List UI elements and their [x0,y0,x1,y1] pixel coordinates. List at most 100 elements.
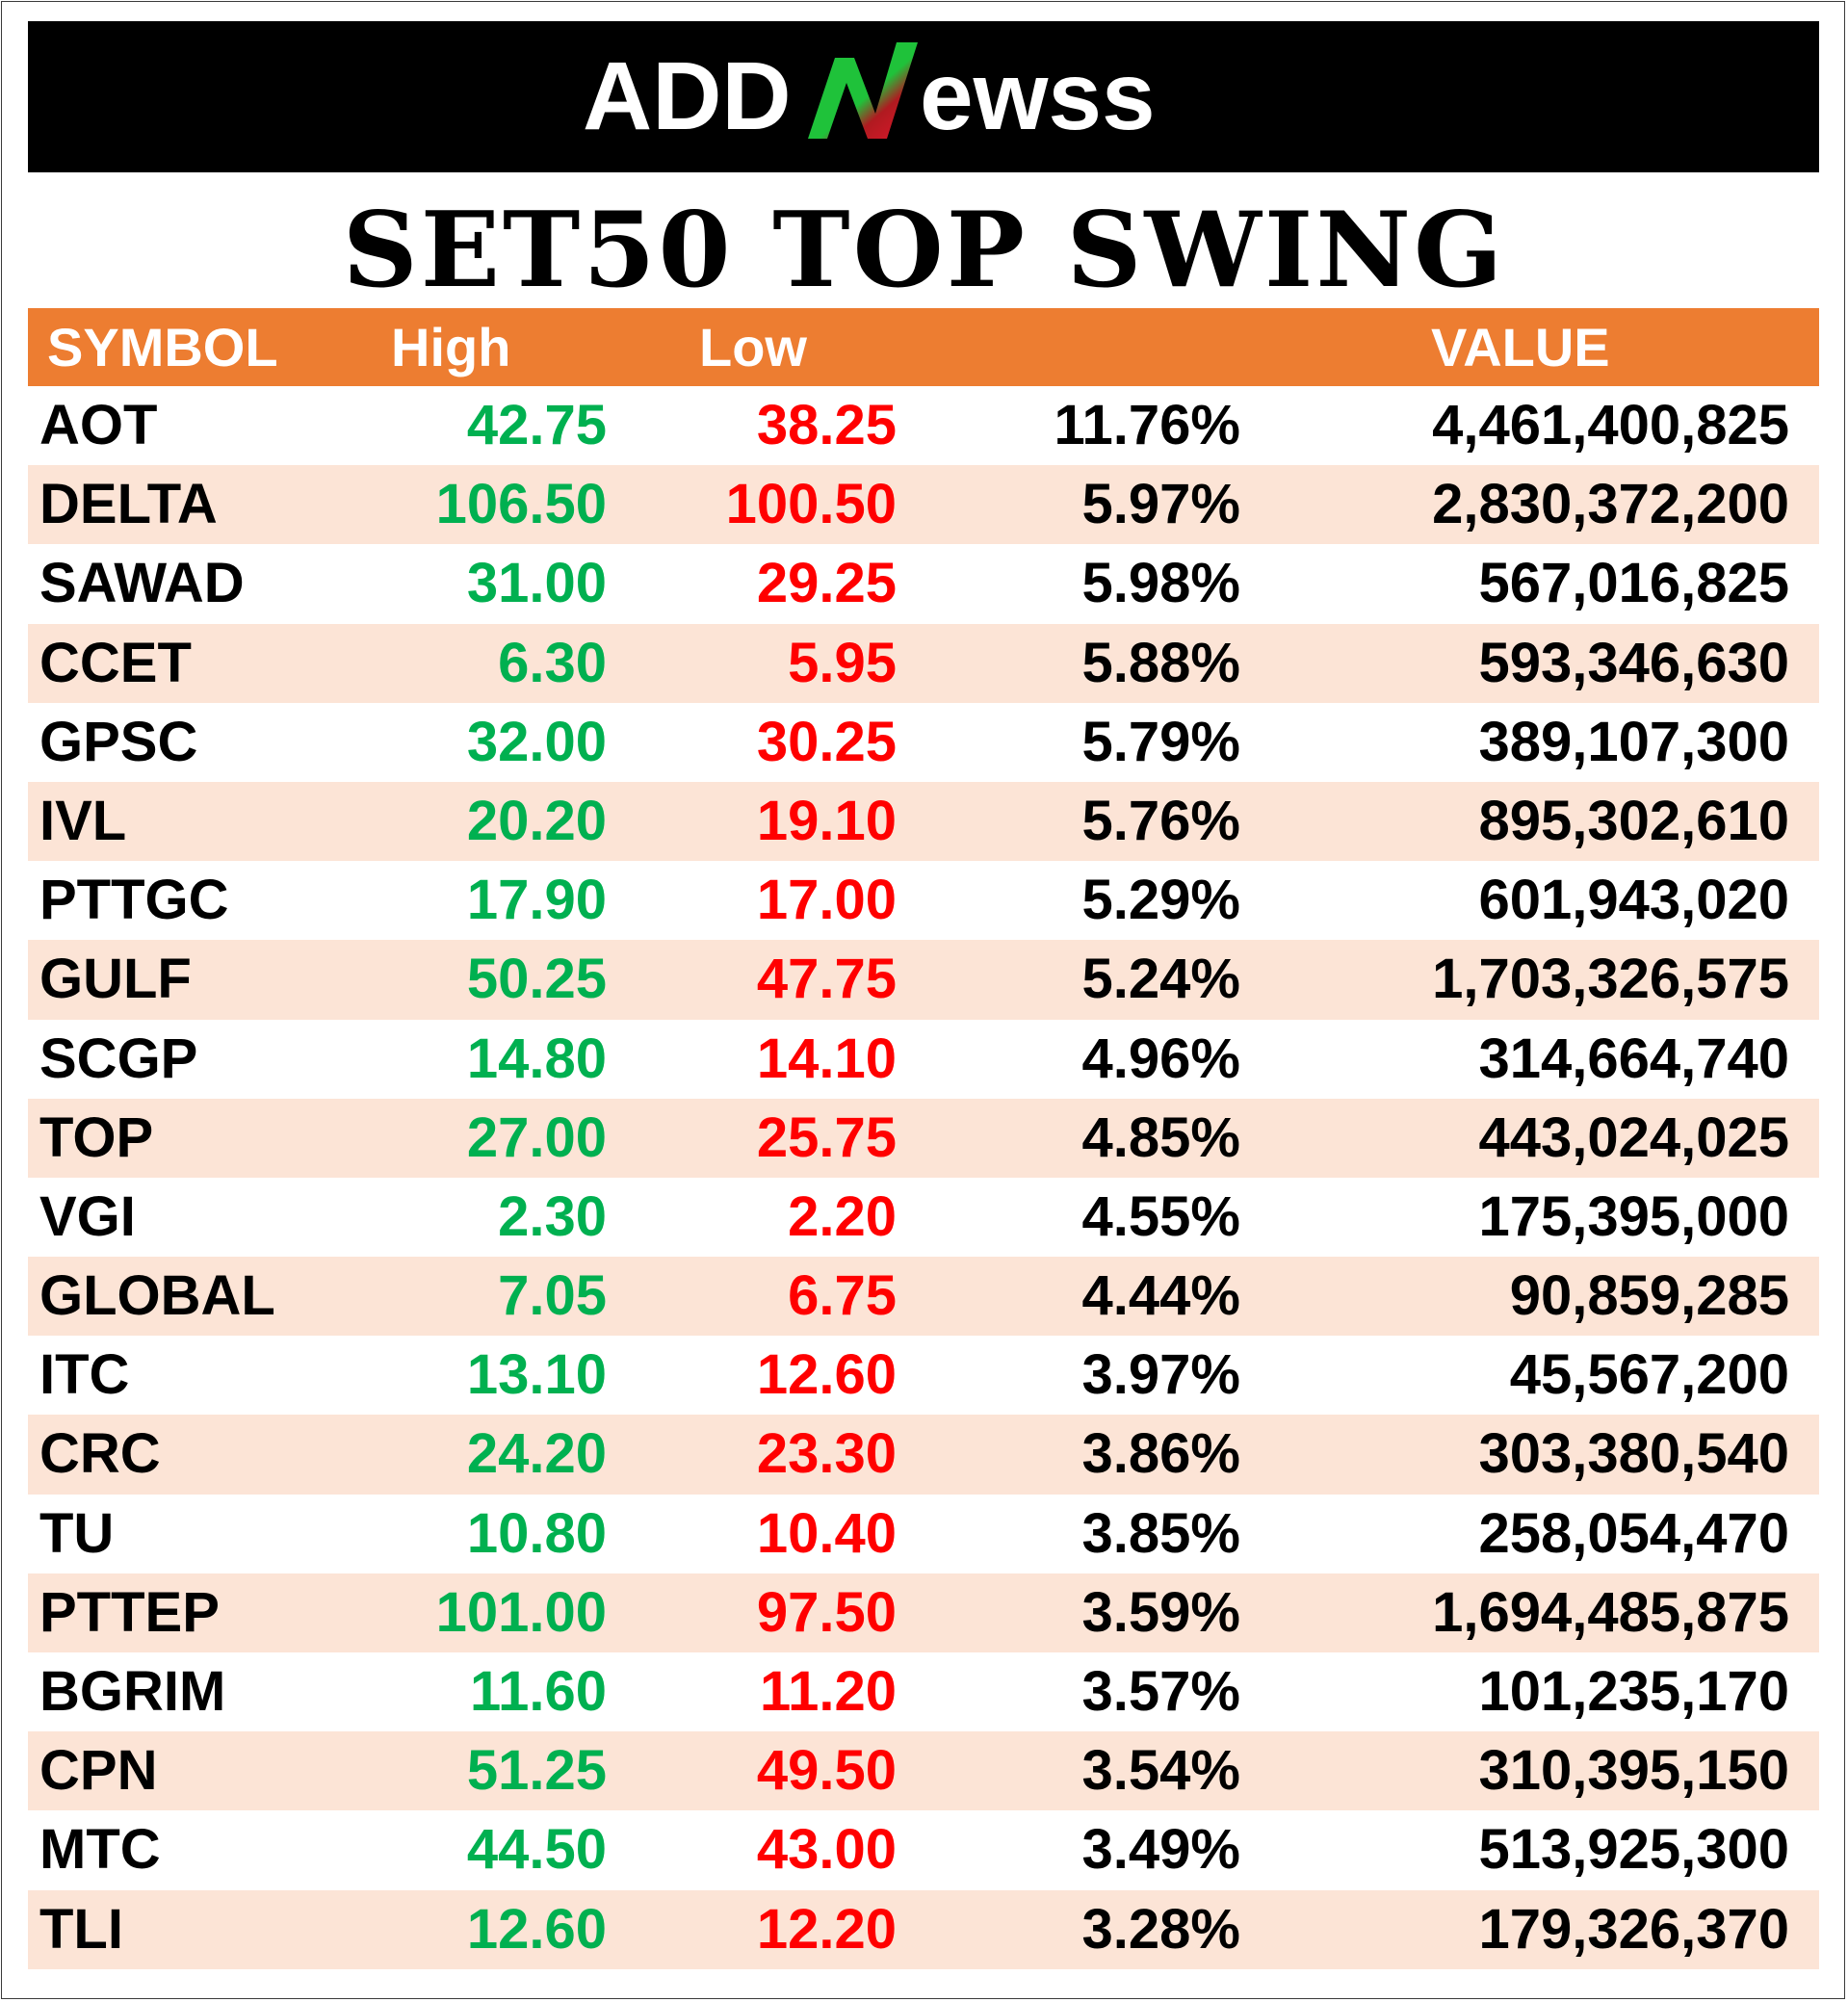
symbol-cell: CCET [39,631,192,694]
header-value: VALUE [1431,317,1610,377]
high-cell: 20.20 [466,789,607,852]
table-row: ITC 13.10 12.60 3.97% 45,567,200 [28,1336,1819,1415]
value-cell: 179,326,370 [1478,1897,1789,1961]
table-row: CCET 6.30 5.95 5.88% 593,346,630 [28,623,1819,703]
value-cell: 601,943,020 [1478,869,1789,932]
logo-text-right: ewss [920,42,1156,150]
low-cell: 12.60 [756,1343,897,1407]
swing-percent-cell: 3.49% [1081,1818,1240,1882]
high-cell: 32.00 [466,710,607,773]
high-cell: 6.30 [498,631,607,694]
header-symbol: SYMBOL [47,317,278,377]
swing-percent-cell: 5.76% [1081,789,1240,852]
logo-n-mark [808,42,918,139]
symbol-cell: VGI [39,1184,136,1248]
symbol-cell: PTTEP [39,1580,220,1644]
low-cell: 25.75 [756,1105,897,1169]
symbol-cell: ITC [39,1343,130,1407]
swing-percent-cell: 3.97% [1081,1343,1240,1407]
high-cell: 11.60 [470,1660,607,1723]
table-row: VGI 2.30 2.20 4.55% 175,395,000 [28,1178,1819,1257]
swing-percent-cell: 5.29% [1081,869,1240,932]
high-cell: 13.10 [466,1343,607,1407]
brand-header: ADD ewss [28,21,1819,172]
low-cell: 6.75 [788,1264,897,1328]
high-cell: 24.20 [466,1422,607,1486]
symbol-cell: PTTGC [39,869,229,932]
high-cell: 51.25 [466,1739,607,1803]
table-row: TLI 12.60 12.20 3.28% 179,326,370 [28,1889,1819,1969]
high-cell: 106.50 [435,473,607,536]
symbol-cell: IVL [39,789,127,852]
swing-percent-cell: 3.54% [1081,1739,1240,1803]
low-cell: 2.20 [788,1184,897,1248]
value-cell: 567,016,825 [1478,552,1789,615]
value-cell: 101,235,170 [1478,1660,1789,1723]
symbol-cell: SCGP [39,1027,198,1090]
symbol-cell: GULF [39,948,192,1011]
symbol-cell: MTC [39,1818,161,1882]
low-cell: 23.30 [756,1422,897,1486]
value-cell: 314,664,740 [1478,1027,1789,1090]
table-row: GULF 50.25 47.75 5.24% 1,703,326,575 [28,940,1819,1020]
swing-percent-cell: 11.76% [1054,394,1240,456]
low-cell: 43.00 [756,1818,897,1882]
high-cell: 12.60 [466,1897,607,1961]
table-row: GLOBAL 7.05 6.75 4.44% 90,859,285 [28,1257,1819,1337]
swing-percent-cell: 4.96% [1081,1027,1240,1090]
high-cell: 2.30 [498,1184,607,1248]
swing-percent-cell: 4.44% [1081,1264,1240,1328]
swing-percent-cell: 5.88% [1081,631,1240,694]
table-row: TU 10.80 10.40 3.85% 258,054,470 [28,1495,1819,1573]
table-row: PTTEP 101.00 97.50 3.59% 1,694,485,875 [28,1573,1819,1652]
table-row: CPN 51.25 49.50 3.54% 310,395,150 [28,1731,1819,1811]
addnewss-logo: ADD ewss [583,42,1156,150]
value-cell: 45,567,200 [1509,1343,1789,1407]
high-cell: 10.80 [466,1501,607,1565]
value-cell: 513,925,300 [1478,1818,1789,1882]
table-row: BGRIM 11.60 11.20 3.57% 101,235,170 [28,1652,1819,1731]
swing-percent-cell: 5.97% [1081,473,1240,536]
value-cell: 895,302,610 [1478,789,1789,852]
value-cell: 593,346,630 [1478,631,1789,694]
high-cell: 31.00 [466,552,607,615]
table-row: TOP 27.00 25.75 4.85% 443,024,025 [28,1098,1819,1178]
low-cell: 49.50 [756,1739,897,1803]
swing-percent-cell: 3.86% [1081,1422,1240,1486]
low-cell: 5.95 [788,631,897,694]
value-cell: 303,380,540 [1478,1422,1789,1486]
high-cell: 50.25 [466,948,607,1011]
low-cell: 97.50 [756,1580,897,1644]
high-cell: 17.90 [466,869,607,932]
low-cell: 47.75 [756,948,897,1011]
symbol-cell: GLOBAL [39,1264,275,1328]
high-cell: 14.80 [466,1027,607,1090]
value-cell: 258,054,470 [1478,1501,1789,1565]
table-row: IVL 20.20 19.10 5.76% 895,302,610 [28,781,1819,862]
swing-percent-cell: 4.55% [1081,1184,1240,1248]
symbol-cell: AOT [39,394,158,456]
swing-table: SYMBOL High Low VALUE AOT 42.75 38.25 11.76… [28,308,1819,1969]
table-body: AOT 42.75 38.25 11.76% 4,461,400,825 DELTA 106… [28,386,1819,1969]
value-cell: 175,395,000 [1478,1184,1789,1248]
table-header: SYMBOL High Low VALUE [28,308,1819,386]
symbol-cell: GPSC [39,710,198,773]
low-cell: 19.10 [756,789,897,852]
table-row: SCGP 14.80 14.10 4.96% 314,664,740 [28,1020,1819,1099]
table-row: PTTGC 17.90 17.00 5.29% 601,943,020 [28,861,1819,940]
swing-percent-cell: 5.24% [1081,948,1240,1011]
symbol-cell: TLI [39,1897,123,1961]
symbol-cell: TOP [39,1105,154,1169]
header-low: Low [699,317,807,377]
low-cell: 17.00 [756,869,897,932]
high-cell: 27.00 [466,1105,607,1169]
symbol-cell: DELTA [39,473,218,536]
logo-text-left: ADD [583,42,792,150]
table-row: GPSC 32.00 30.25 5.79% 389,107,300 [28,703,1819,782]
high-cell: 101.00 [435,1580,607,1644]
low-cell: 12.20 [756,1897,897,1961]
value-cell: 443,024,025 [1478,1105,1789,1169]
swing-percent-cell: 4.85% [1081,1105,1240,1169]
table-row: DELTA 106.50 100.50 5.97% 2,830,372,200 [28,465,1819,545]
page-title: SET50 TOP SWING [342,190,1506,311]
